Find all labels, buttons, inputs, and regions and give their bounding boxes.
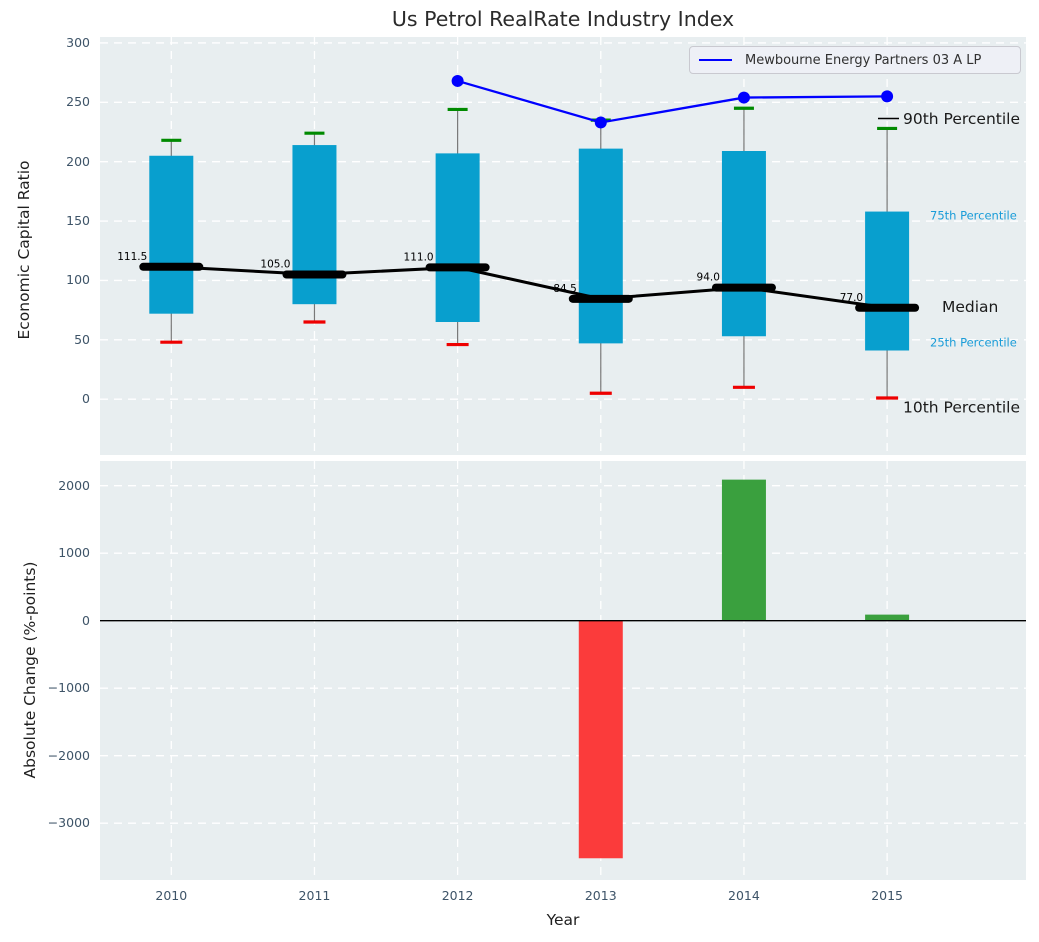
y-tick-label-top: 50 [74, 331, 90, 347]
annotation-75th-percentile: 75th Percentile [930, 209, 1017, 223]
x-tick-label: 2011 [298, 888, 331, 903]
y-tick-label-top: 100 [66, 272, 90, 288]
company-line [457, 79, 888, 124]
box-plot-2015 [865, 126, 910, 400]
change-bar-2015 [865, 614, 910, 621]
company-point-2014 [737, 91, 750, 104]
company-point-2015 [881, 90, 894, 103]
y-tick-label-top: 150 [66, 213, 90, 229]
x-tick-label: 2012 [441, 888, 474, 903]
x-axis-label: Year [546, 911, 580, 929]
box-plot-area: 111.5 105.0 111.0 84.5 94.0 77.0 90th Percenti… [100, 37, 1026, 455]
bar-plot-area [100, 461, 1026, 880]
box-plot-2010 [149, 138, 194, 344]
company-point-2012 [451, 74, 464, 87]
iqr-box-2015 [865, 211, 910, 351]
x-tick-label: 2010 [155, 888, 188, 903]
median-value-label-2010: 111.5 [117, 251, 147, 263]
iqr-box-2014 [721, 151, 766, 337]
y-axis-label-top: Economic Capital Ratio [15, 160, 33, 340]
x-tick-label: 2015 [871, 888, 903, 903]
annotation-10th-percentile: 10th Percentile [903, 399, 1020, 417]
y-tick-label-bottom: −2000 [47, 747, 90, 763]
chart-title: Us Petrol RealRate Industry Index [391, 7, 735, 31]
box-plot-2013 [578, 118, 623, 395]
median-value-label-2015: 77.0 [840, 292, 863, 304]
annotation-90th-percentile: 90th Percentile [903, 110, 1020, 128]
median-value-label-2012: 111.0 [404, 251, 434, 263]
median-value-label-2011: 105.0 [260, 259, 290, 271]
y-tick-label-bottom: −3000 [47, 815, 90, 831]
y-tick-label-bottom: −1000 [47, 680, 90, 696]
legend: Mewbourne Energy Partners 03 A LP [689, 46, 1021, 74]
iqr-box-2010 [149, 155, 194, 314]
median-connector-line [171, 265, 888, 310]
box-plot-svg: 111.5 105.0 111.0 84.5 94.0 77.0 90th Percenti… [100, 37, 1026, 455]
annotation-median: Median [942, 298, 998, 316]
median-value-label-2014: 94.0 [697, 272, 720, 284]
annotation-25th-percentile: 25th Percentile [930, 336, 1017, 350]
company-point-2013 [594, 116, 607, 129]
y-tick-label-bottom: 2000 [58, 477, 90, 493]
legend-line-sample [699, 59, 732, 61]
y-axis-label-bottom: Absolute Change (%-points) [21, 561, 39, 779]
iqr-box-2011 [292, 145, 337, 305]
company-line-series [451, 74, 894, 129]
box-plot-2011 [292, 131, 337, 324]
median-value-label-2013: 84.5 [553, 283, 576, 295]
box-plot-2012 [435, 107, 480, 347]
y-tick-label-top: 300 [66, 34, 90, 50]
legend-label: Mewbourne Energy Partners 03 A LP [745, 52, 982, 68]
box-plot-2014 [721, 106, 766, 389]
y-tick-label-top: 200 [66, 153, 90, 169]
y-tick-label-top: 250 [66, 94, 90, 110]
y-tick-label-top: 0 [82, 391, 90, 407]
change-bar-2013 [578, 620, 623, 859]
iqr-box-2012 [435, 153, 480, 322]
iqr-box-2013 [578, 148, 623, 344]
change-bar-2014 [721, 479, 766, 621]
y-tick-label-bottom: 0 [82, 612, 90, 628]
x-tick-label: 2013 [584, 888, 617, 903]
bar-plot-svg [100, 461, 1026, 880]
x-tick-label: 2014 [728, 888, 760, 903]
y-tick-label-bottom: 1000 [58, 545, 90, 561]
